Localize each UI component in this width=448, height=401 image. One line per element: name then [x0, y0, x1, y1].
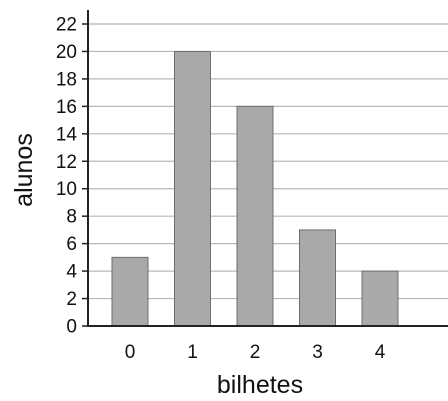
- y-tick-label: 4: [66, 262, 77, 283]
- y-tick-label: 10: [56, 179, 77, 200]
- bar-2: [236, 105, 274, 327]
- y-tick-label: 14: [56, 124, 78, 145]
- y-tick-label: 6: [66, 234, 77, 255]
- bar-0: [111, 256, 149, 327]
- y-tick-label: 2: [66, 289, 77, 310]
- y-tick-labels: 0 2 4 6 8 10 12 14 16 18 20 22: [56, 15, 88, 338]
- x-tick-label: 1: [187, 342, 198, 363]
- x-tick-label: 4: [375, 342, 386, 363]
- x-tick-label: 0: [125, 342, 136, 363]
- y-tick-label: 16: [56, 97, 77, 118]
- x-tick-labels: 0 1 2 3 4: [125, 342, 386, 363]
- y-tick-label: 12: [56, 152, 77, 173]
- bar-3: [299, 229, 336, 327]
- x-axis-title: bilhetes: [217, 371, 303, 399]
- bars: [111, 50, 399, 327]
- y-tick-label: 20: [56, 42, 77, 63]
- bar-4: [361, 270, 399, 327]
- x-tick-label: 2: [250, 342, 261, 363]
- y-tick-label: 0: [66, 317, 77, 338]
- axes: [87, 10, 448, 327]
- y-tick-label: 18: [56, 69, 77, 90]
- bar-1: [174, 50, 211, 327]
- y-axis-title: alunos: [10, 133, 38, 207]
- y-tick-label: 8: [66, 207, 77, 228]
- y-tick-label: 22: [56, 15, 77, 36]
- x-tick-label: 3: [312, 342, 323, 363]
